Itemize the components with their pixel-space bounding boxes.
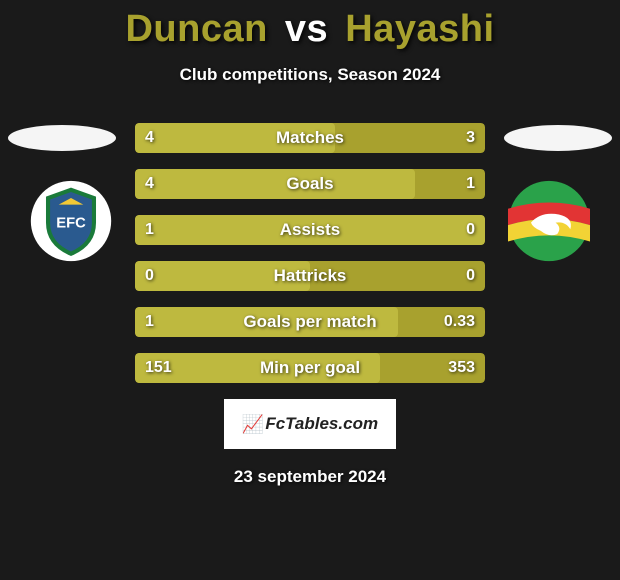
right-shadow-ellipse (504, 125, 612, 151)
stat-bar-fill (135, 169, 415, 199)
title-player2: Hayashi (345, 8, 494, 50)
branding-text: FcTables.com (265, 414, 378, 434)
stat-row: 151353Min per goal (135, 353, 485, 383)
page-title: Duncan vs Hayashi (0, 8, 620, 51)
svg-text:EFC: EFC (56, 216, 86, 232)
branding-box: 📈 FcTables.com (224, 399, 396, 449)
stat-row: 43Matches (135, 123, 485, 153)
stat-bar-fill (135, 353, 380, 383)
stat-bar-fill (135, 261, 310, 291)
right-team-badge (508, 180, 590, 262)
chart-icon: 📈 (242, 414, 261, 435)
title-vs: vs (285, 8, 328, 50)
stat-row: 00Hattricks (135, 261, 485, 291)
ehime-badge-icon: EFC (30, 180, 112, 262)
stat-row: 41Goals (135, 169, 485, 199)
stat-row: 10.33Goals per match (135, 307, 485, 337)
date-text: 23 september 2024 (0, 467, 620, 487)
left-shadow-ellipse (8, 125, 116, 151)
comparison-infographic: Duncan vs Hayashi Club competitions, Sea… (0, 0, 620, 487)
stat-bar-fill (135, 123, 335, 153)
left-team-badge: EFC (30, 180, 112, 262)
jef-badge-icon (508, 180, 590, 262)
stat-bar-fill (135, 307, 398, 337)
stat-row: 10Assists (135, 215, 485, 245)
stats-bars: 43Matches 41Goals 10Assists 00Hattricks 10.3… (135, 123, 485, 383)
subtitle: Club competitions, Season 2024 (0, 65, 620, 85)
title-player1: Duncan (125, 8, 267, 50)
stat-bar-fill (135, 215, 485, 245)
